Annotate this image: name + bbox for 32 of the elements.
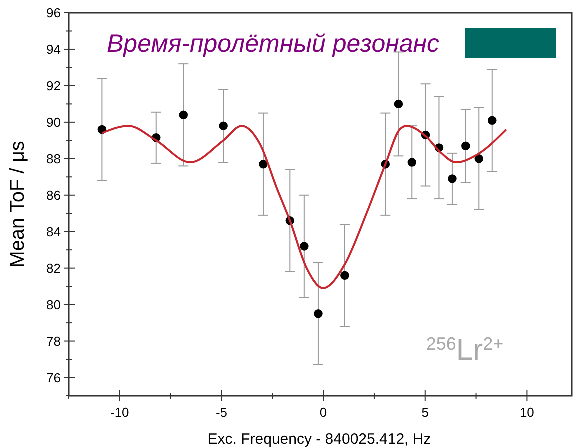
- point: [462, 142, 470, 150]
- x-tick-label: -10: [110, 405, 130, 420]
- y-tick-label: 90: [46, 114, 61, 130]
- y-tick-label: 78: [46, 334, 61, 349]
- point: [300, 242, 309, 251]
- y-tick-label: 96: [46, 6, 61, 20]
- annotation: $^{256}$Lr$^{2+}$: [426, 334, 504, 367]
- y-tick-label: 92: [46, 78, 61, 94]
- y-tick-label: 76: [46, 370, 61, 386]
- text: Время-пролётный резонанс: [107, 30, 440, 58]
- point: [314, 310, 323, 318]
- x-tick-label: 10: [520, 405, 534, 420]
- y-tick-label: 82: [46, 260, 61, 276]
- y-tick-label: 88: [46, 151, 61, 166]
- point: [259, 160, 268, 169]
- x-tick-label: -5: [216, 405, 228, 420]
- point: [448, 174, 457, 184]
- x-tick-label: 0: [320, 405, 328, 420]
- y-axis-title: Mean ToF / μs: [7, 141, 29, 268]
- point: [474, 154, 484, 164]
- point: [219, 122, 228, 130]
- y-tick-label: 94: [46, 42, 61, 57]
- y-tick-label: 86: [46, 188, 61, 203]
- x-tick-label: 5: [422, 405, 429, 420]
- point: [179, 110, 188, 120]
- point: [488, 116, 497, 125]
- y-tick-label: 84: [46, 224, 61, 240]
- point: [394, 100, 404, 109]
- y-tick-label: 80: [46, 297, 61, 312]
- x-axis-title: Exc. Frequency - 840025.412, Hz: [208, 431, 432, 448]
- point: [408, 158, 417, 167]
- point: [340, 271, 350, 280]
